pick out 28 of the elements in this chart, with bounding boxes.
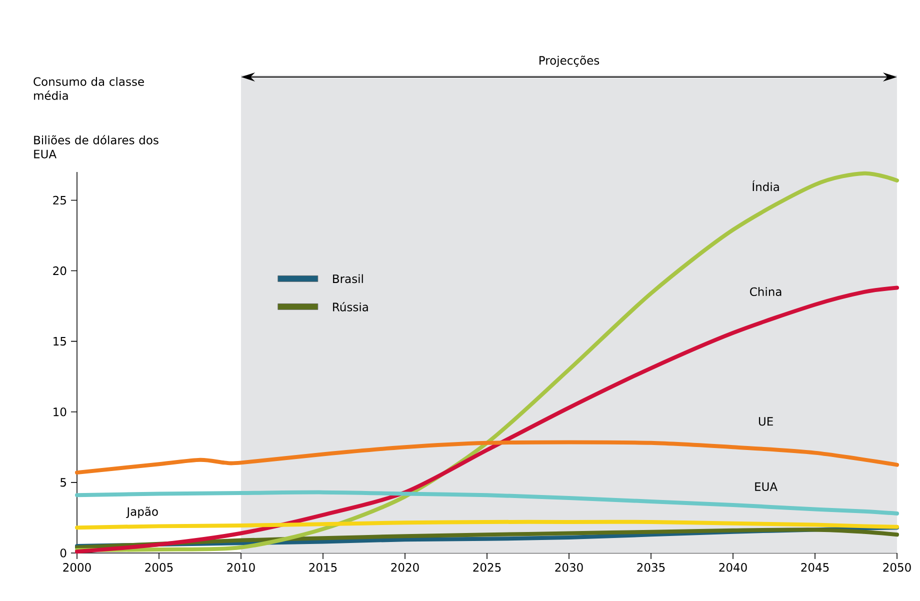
y-tick-label: 0 <box>60 548 66 558</box>
series-label: EUA <box>755 482 778 491</box>
y-tick-label: 5 <box>60 478 66 487</box>
line-series <box>75 440 900 475</box>
x-tick-label: 2015 <box>309 563 337 572</box>
y-tick-label: 20 <box>53 266 66 276</box>
series-label: Índia <box>752 180 779 192</box>
x-tick-label: 2030 <box>555 563 583 572</box>
x-tick-label: 2025 <box>473 563 501 572</box>
chart-title: Consumo da classe média <box>34 77 144 100</box>
x-tick-label: 2010 <box>227 563 255 572</box>
x-tick-label: 2035 <box>637 563 665 572</box>
y-tick-label: 25 <box>53 196 66 205</box>
y-axis-title: Biliões de dólares dos EUA <box>34 135 158 158</box>
y-tick-label: 15 <box>54 337 66 346</box>
x-tick-label: 2045 <box>801 563 829 572</box>
series-label: UE <box>758 417 773 426</box>
x-tick-label: 2050 <box>883 563 911 572</box>
x-tick-label: 2005 <box>145 563 173 572</box>
y-tick-label: 10 <box>54 408 66 416</box>
series-label: Japão <box>126 506 158 518</box>
legend-label: Rússia <box>333 302 368 312</box>
x-tick-label: 2040 <box>719 563 747 572</box>
x-tick-label: 2000 <box>63 563 91 572</box>
series-label: China <box>750 287 782 296</box>
band-label: Projecções <box>540 56 600 67</box>
x-tick-label: 2020 <box>391 563 419 572</box>
legend-label: Brasil <box>333 274 363 284</box>
